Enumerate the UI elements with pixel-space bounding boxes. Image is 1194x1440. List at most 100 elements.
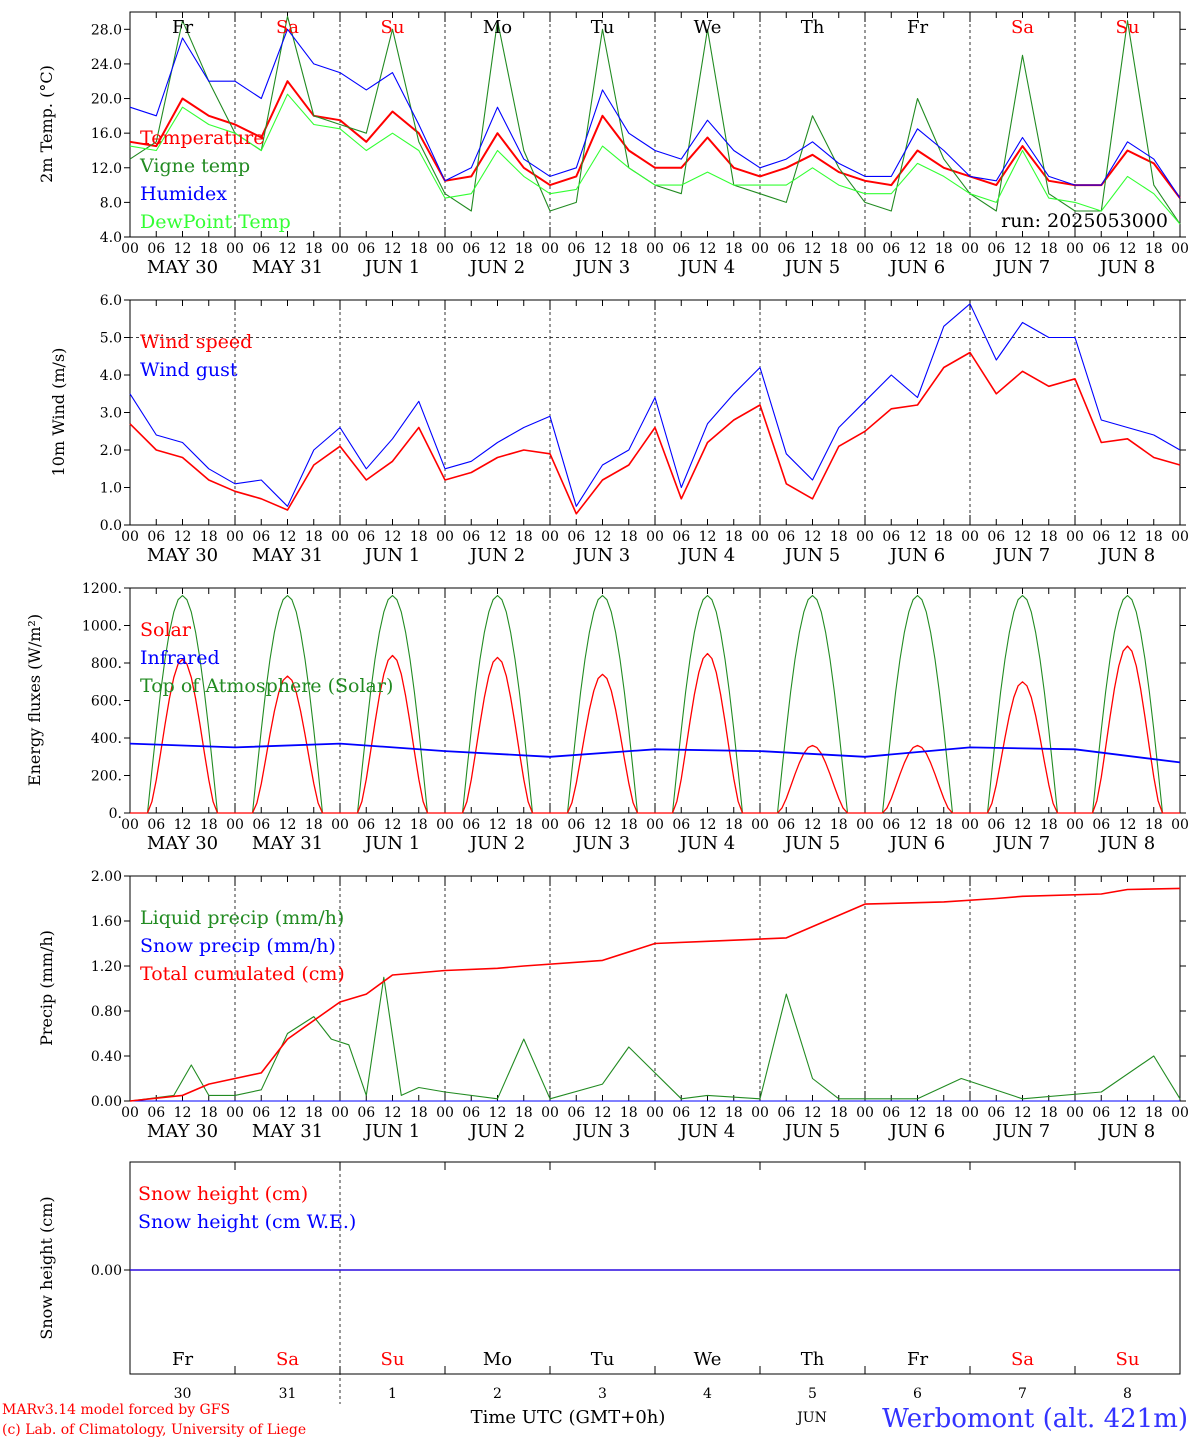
temp-ytick-label: 24.0 — [91, 57, 122, 73]
energy-hour-label: 06 — [147, 817, 165, 833]
energy-date-label: JUN 4 — [678, 833, 735, 854]
wind-hour-label: 00 — [1066, 529, 1084, 545]
energy-ytick-label: 0. — [109, 806, 122, 822]
bottom-day-number: 5 — [808, 1386, 817, 1402]
precip-hour-label: 06 — [1092, 1105, 1110, 1121]
temp-hour-label: 00 — [751, 241, 769, 257]
precip-hour-label: 06 — [462, 1105, 480, 1121]
temp-date-label: JUN 6 — [888, 257, 945, 278]
energy-date-label: JUN 5 — [783, 833, 840, 854]
temp-hour-label: 18 — [410, 241, 428, 257]
precip-hour-label: 00 — [541, 1105, 559, 1121]
temp-hour-label: 06 — [777, 241, 795, 257]
temp-hour-label: 00 — [961, 241, 979, 257]
energy-hour-label: 06 — [672, 817, 690, 833]
precip-hour-label: 12 — [1014, 1105, 1032, 1121]
energy-hour-label: 00 — [646, 817, 664, 833]
run-label: run: 2025053000 — [1001, 210, 1168, 232]
bottom-day-number: 1 — [388, 1386, 397, 1402]
energy-hour-label: 06 — [252, 817, 270, 833]
precip-hour-label: 00 — [1066, 1105, 1084, 1121]
energy-hour-label: 12 — [1119, 817, 1137, 833]
wind-hour-label: 06 — [1092, 529, 1110, 545]
wind-hour-label: 12 — [489, 529, 507, 545]
wind-ytick-label: 4.0 — [100, 368, 122, 384]
temp-date-label: JUN 2 — [468, 257, 525, 278]
liquid-precip-mm-h-series-line — [129, 976, 1181, 1102]
legend-dewpoint: DewPoint Temp — [140, 211, 291, 233]
temp-hour-label: 00 — [436, 241, 454, 257]
temp-hour-label: 06 — [567, 241, 585, 257]
wind-hour-label: 00 — [331, 529, 349, 545]
precip-hour-label: 18 — [515, 1105, 533, 1121]
total-cumulated-cm-series-line — [129, 887, 1181, 1102]
wind-hour-label: 06 — [987, 529, 1005, 545]
energy-ytick-label: 600. — [91, 694, 122, 710]
wind-hour-label: 12 — [1119, 529, 1137, 545]
energy-hour-label: 18 — [200, 817, 218, 833]
precip-date-label: JUN 3 — [573, 1121, 630, 1142]
legend-snow-height-we: Snow height (cm W.E.) — [138, 1211, 356, 1233]
bottom-day-number: 8 — [1123, 1386, 1132, 1402]
wind-hour-label: 00 — [436, 529, 454, 545]
precip-hour-label: 00 — [751, 1105, 769, 1121]
wind-date-label: JUN 6 — [888, 545, 945, 566]
energy-ytick-label: 200. — [91, 769, 122, 785]
precip-hour-label: 00 — [436, 1105, 454, 1121]
energy-hour-label: 06 — [987, 817, 1005, 833]
temp-date-label: JUN 8 — [1098, 257, 1155, 278]
energy-hour-label: 00 — [121, 817, 139, 833]
precip-hour-label: 12 — [279, 1105, 297, 1121]
temp-hour-label: 18 — [935, 241, 953, 257]
temp-hour-label: 12 — [594, 241, 612, 257]
energy-hour-label: 12 — [384, 817, 402, 833]
series-layer — [129, 15, 1181, 1271]
wind-ytick-label: 1.0 — [100, 481, 122, 497]
energy-hour-label: 00 — [751, 817, 769, 833]
temp-hour-label: 18 — [1145, 241, 1163, 257]
energy-hour-label: 06 — [1092, 817, 1110, 833]
wind-ytick-label: 5.0 — [100, 331, 122, 347]
temp-date-label: JUN 7 — [993, 257, 1050, 278]
precip-hour-label: 18 — [410, 1105, 428, 1121]
precip-hour-label: 06 — [672, 1105, 690, 1121]
precip-hour-label: 12 — [1119, 1105, 1137, 1121]
temp-hour-label: 12 — [1119, 241, 1137, 257]
precip-ytick-label: 1.60 — [91, 914, 122, 930]
legend-infrared: Infrared — [140, 647, 220, 669]
temp-hour-label: 18 — [830, 241, 848, 257]
top-day-label: Mo — [483, 17, 512, 38]
precip-date-label: JUN 8 — [1098, 1121, 1155, 1142]
temp-hour-label: 00 — [856, 241, 874, 257]
energy-hour-label: 18 — [830, 817, 848, 833]
temp-date-label: MAY 31 — [252, 257, 323, 278]
bottom-day-label: Sa — [1011, 1349, 1034, 1370]
energy-ytick-label: 800. — [91, 656, 122, 672]
legend-vigne-temp: Vigne temp — [139, 155, 250, 177]
temp-hour-label: 12 — [804, 241, 822, 257]
precip-date-label: MAY 31 — [252, 1121, 323, 1142]
temp-ytick-label: 4.0 — [100, 230, 122, 246]
precip-hour-label: 18 — [305, 1105, 323, 1121]
wind-ytick-label: 3.0 — [100, 406, 122, 422]
temp-hour-label: 00 — [331, 241, 349, 257]
grid-layer — [124, 12, 1186, 1404]
wind-hour-label: 06 — [462, 529, 480, 545]
energy-hour-label: 00 — [541, 817, 559, 833]
temp-ylabel: 2m Temp. (°C) — [37, 65, 56, 183]
precip-hour-label: 00 — [331, 1105, 349, 1121]
wind-hour-label: 12 — [384, 529, 402, 545]
temp-hour-label: 12 — [174, 241, 192, 257]
temp-hour-label: 00 — [1066, 241, 1084, 257]
bottom-month: JUN — [795, 1410, 827, 1426]
wind-date-label: JUN 1 — [363, 545, 420, 566]
energy-hour-label: 06 — [462, 817, 480, 833]
snow-ytick: 0.00 — [91, 1263, 122, 1279]
wind-hour-label: 06 — [567, 529, 585, 545]
bottom-day-number: 4 — [703, 1386, 712, 1402]
bottom-day-number: 7 — [1018, 1386, 1027, 1402]
precip-hour-label: 12 — [174, 1105, 192, 1121]
top-day-label: Th — [801, 17, 825, 38]
text-layer: 4.08.012.016.020.024.028.000 06 12 18 00 06 12… — [82, 17, 1189, 1402]
wind-hour-label: 12 — [699, 529, 717, 545]
